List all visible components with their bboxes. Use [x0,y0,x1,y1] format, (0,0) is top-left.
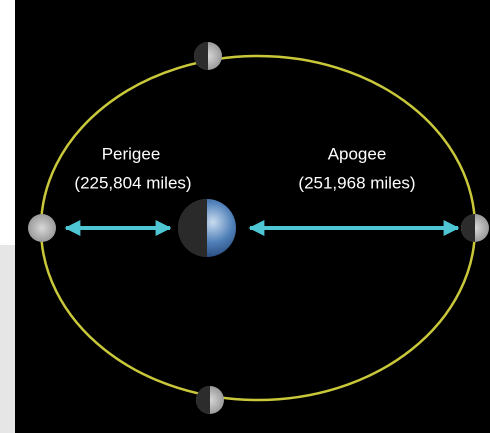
apogee-distance: (251,968 miles) [298,173,415,192]
orbit-diagram: Perigee (225,804 miles) Apogee (251,968 … [0,0,490,433]
perigee-label: Perigee [102,144,161,163]
moon-top [194,42,222,70]
moon-left [28,214,56,242]
apogee-label: Apogee [328,144,387,163]
moon-right [461,214,489,242]
space-background [15,0,490,433]
earth [178,199,236,257]
perigee-distance: (225,804 miles) [74,173,191,192]
moon-bottom [196,386,224,414]
side-strip [0,245,15,433]
